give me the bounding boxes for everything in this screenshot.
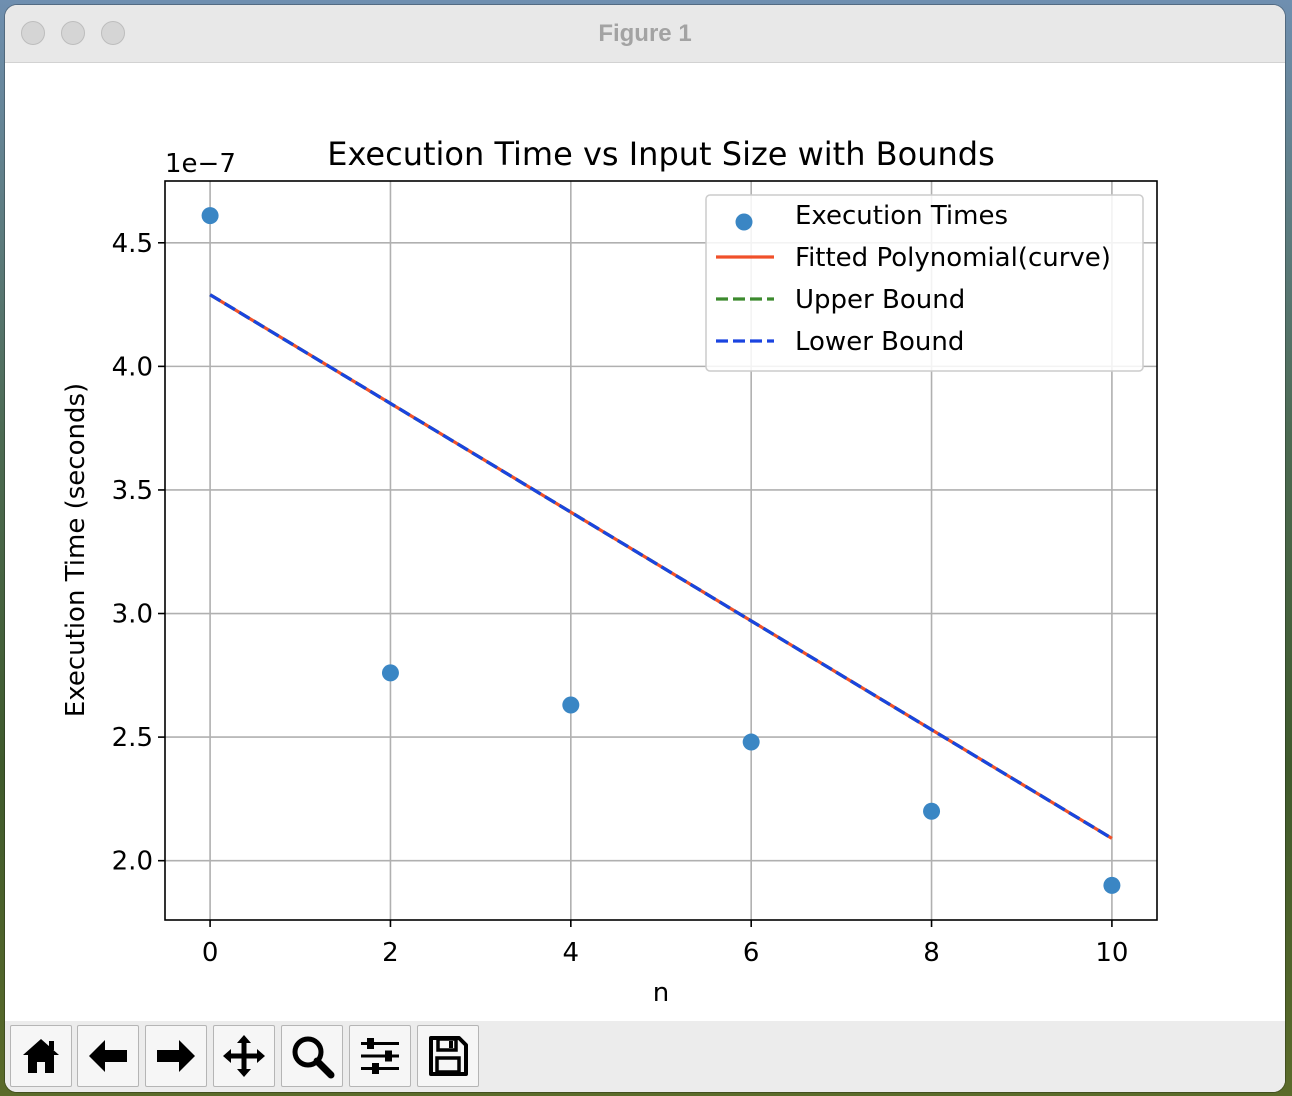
home-button[interactable] — [10, 1025, 72, 1087]
y-tick-label: 3.0 — [112, 600, 153, 630]
zoom-window-button[interactable] — [101, 21, 125, 45]
legend-label-upper-bound: Upper Bound — [795, 285, 965, 315]
x-tick-label: 2 — [382, 938, 399, 968]
data-point — [201, 207, 219, 225]
navigation-toolbar — [5, 1021, 1285, 1092]
back-button[interactable] — [77, 1025, 139, 1087]
legend: Execution Times Fitted Polynomial(curve) U… — [705, 194, 1144, 372]
configure-subplots-button[interactable] — [349, 1025, 411, 1087]
arrow-left-icon — [89, 1040, 127, 1072]
data-point — [742, 733, 760, 751]
move-icon — [223, 1035, 265, 1077]
sliders-icon — [361, 1038, 399, 1074]
lower-bound-line — [209, 293, 1113, 840]
close-window-button[interactable] — [21, 21, 45, 45]
y-axis-label: Execution Time (seconds) — [61, 383, 91, 717]
data-point — [381, 664, 399, 682]
figure-canvas[interactable]: 0 2 4 6 8 10 2.0 2.5 3.0 3.5 4.0 4.5 Execution Time… — [5, 63, 1285, 1021]
y-tick-label: 4.0 — [112, 352, 153, 382]
x-axis-label: n — [653, 978, 669, 1008]
window-title: Figure 1 — [598, 20, 692, 47]
legend-label-fitted-polynomial-curve: Fitted Polynomial(curve) — [795, 243, 1111, 273]
forward-button[interactable] — [145, 1025, 207, 1087]
x-tick-label: 6 — [743, 938, 760, 968]
data-point — [1103, 876, 1121, 894]
zoom-button[interactable] — [281, 1025, 343, 1087]
x-tick-label: 8 — [923, 938, 940, 968]
data-point — [562, 696, 580, 714]
y-tick-label: 2.0 — [112, 847, 153, 877]
y-offset-label: 1e−7 — [165, 149, 236, 179]
floppy-disk-icon — [429, 1036, 468, 1076]
chart-title: Execution Time vs Input Size with Bounds — [327, 135, 995, 173]
y-tick-label: 2.5 — [112, 723, 153, 753]
x-tick-label: 10 — [1095, 938, 1128, 968]
home-icon — [23, 1039, 59, 1073]
legend-box — [705, 194, 1144, 372]
minimize-window-button[interactable] — [61, 21, 85, 45]
data-point — [923, 802, 941, 820]
pan-button[interactable] — [213, 1025, 275, 1087]
save-button[interactable] — [417, 1025, 479, 1087]
legend-label-execution-times: Execution Times — [795, 201, 1008, 231]
y-tick-label: 4.5 — [112, 229, 153, 259]
y-tick-label: 3.5 — [112, 476, 153, 506]
legend-marker-execution-times — [735, 213, 753, 231]
legend-label-lower-bound: Lower Bound — [795, 327, 964, 357]
chart: 0 2 4 6 8 10 2.0 2.5 3.0 3.5 4.0 4.5 Execution Time… — [61, 135, 1158, 1008]
x-tick-label: 4 — [563, 938, 580, 968]
plot-frame — [164, 180, 1158, 921]
magnifier-icon — [292, 1036, 335, 1079]
figure-window: Figure 1 0 2 4 6 8 10 2.0 2.5 3.0 3.5 4.0 4.5 Execu… — [5, 5, 1285, 1092]
title-bar: Figure 1 — [5, 5, 1285, 63]
x-tick-label: 0 — [202, 938, 219, 968]
arrow-right-icon — [157, 1040, 195, 1072]
